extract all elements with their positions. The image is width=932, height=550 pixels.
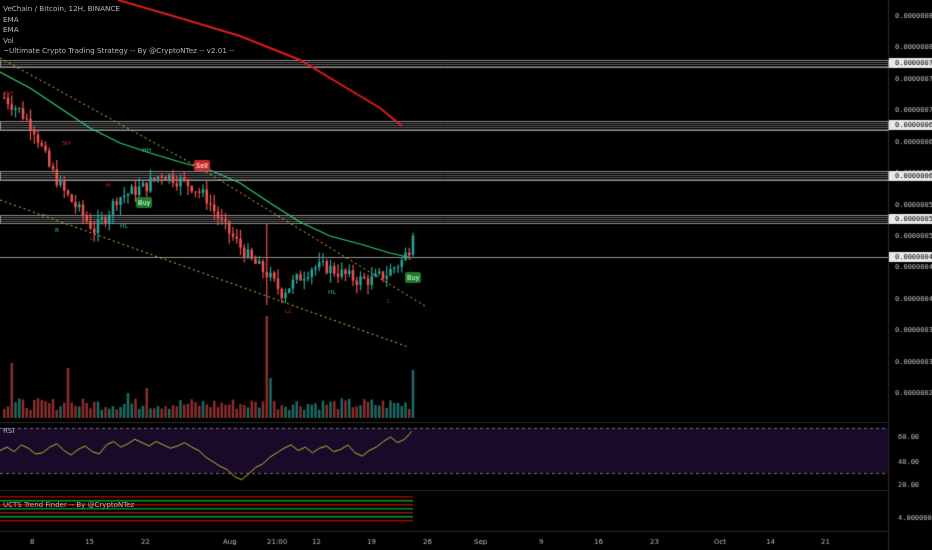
ema-fast-label[interactable]: EMA	[3, 14, 19, 24]
strategy-label[interactable]: ~Ultimate Crypto Trading Strategy -- By …	[3, 46, 235, 55]
volume-label[interactable]: Vol	[3, 35, 14, 45]
rsi-pane-label[interactable]: RSI	[3, 427, 15, 435]
ema-slow-label[interactable]: EMA	[3, 25, 19, 34]
trend-finder-pane-label[interactable]: UCTS Trend Finder -- By @CryptoNTez	[3, 501, 135, 509]
symbol-title[interactable]: VeChain / Bitcoin, 12H, BINANCE	[3, 4, 120, 13]
chart-legend: VeChain / Bitcoin, 12H, BINANCE EMA EMA …	[3, 4, 234, 57]
